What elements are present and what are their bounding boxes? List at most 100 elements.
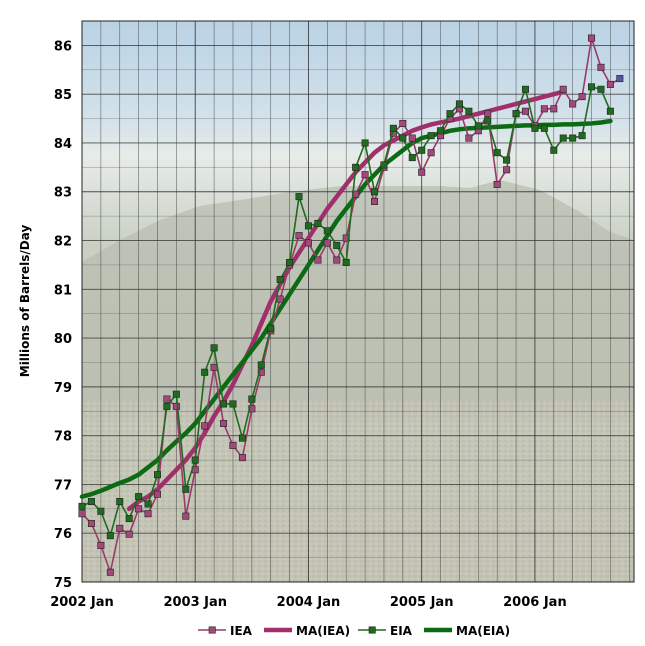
data-point-eia xyxy=(512,110,520,118)
data-point-iea xyxy=(257,368,265,376)
data-point-iea xyxy=(144,510,152,518)
data-point-eia xyxy=(210,344,218,352)
data-point-iea xyxy=(540,105,548,113)
data-point-iea xyxy=(597,63,605,71)
data-point-iea xyxy=(408,134,416,142)
data-point-iea xyxy=(238,454,246,462)
y-axis-label: Millions of Barrels/Day xyxy=(18,225,32,378)
data-point-iea xyxy=(276,295,284,303)
data-point-eia xyxy=(474,122,482,130)
data-point-eia xyxy=(135,493,143,501)
data-point-iea xyxy=(295,232,303,240)
plot-frame xyxy=(81,20,635,583)
x-tick-label: 2003 Jan xyxy=(163,595,227,610)
x-tick-label: 2005 Jan xyxy=(390,595,454,610)
data-point-eia xyxy=(446,110,454,118)
data-point-eia xyxy=(201,368,209,376)
data-point-iea xyxy=(78,510,86,518)
data-point-eia xyxy=(333,241,341,249)
data-point-eia xyxy=(550,146,558,154)
data-point-eia xyxy=(493,149,501,157)
y-tick-label: 84 xyxy=(54,137,72,152)
data-point-iea xyxy=(163,395,171,403)
data-point-iea xyxy=(125,530,133,538)
data-point-iea xyxy=(559,85,567,93)
data-point-eia xyxy=(125,515,133,523)
data-point-eia xyxy=(191,456,199,464)
data-point-eia xyxy=(248,395,256,403)
grid-lines xyxy=(81,20,634,583)
data-point-eia xyxy=(399,134,407,142)
y-tick-label: 86 xyxy=(54,39,72,54)
data-point-eia xyxy=(427,132,435,140)
data-point-iea xyxy=(87,519,95,527)
data-point-eia xyxy=(97,507,105,515)
data-point-eia xyxy=(503,156,511,164)
legend-item-ma-eia: MA(EIA) xyxy=(424,624,510,638)
data-point-eia xyxy=(465,107,473,115)
data-point-eia xyxy=(314,219,322,227)
data-point-iea xyxy=(323,239,331,247)
legend-item-ma-iea: MA(IEA) xyxy=(264,624,350,638)
data-point-eia xyxy=(540,124,548,132)
legend-marker-iea xyxy=(208,626,216,634)
y-tick-label: 83 xyxy=(54,186,72,201)
data-point-iea xyxy=(521,107,529,115)
data-point-iea xyxy=(106,568,114,576)
data-point-iea xyxy=(399,119,407,127)
data-point-iea xyxy=(493,180,501,188)
x-tick-label: 2002 Jan xyxy=(50,595,114,610)
data-point-eia xyxy=(87,498,95,506)
data-point-iea xyxy=(616,75,624,83)
data-point-eia xyxy=(182,485,190,493)
data-point-eia xyxy=(106,532,114,540)
background-photo xyxy=(82,21,634,582)
data-point-eia xyxy=(578,132,586,140)
legend-label-ma-eia: MA(EIA) xyxy=(456,624,510,638)
data-point-eia xyxy=(116,498,124,506)
y-tick-label: 82 xyxy=(54,235,72,250)
data-point-eia xyxy=(569,134,577,142)
data-point-eia xyxy=(389,124,397,132)
data-point-eia xyxy=(78,502,86,510)
legend-item-iea: IEA xyxy=(198,624,253,638)
data-point-iea xyxy=(484,110,492,118)
y-tick-label: 75 xyxy=(54,576,72,591)
data-point-iea xyxy=(578,93,586,101)
data-point-eia xyxy=(304,222,312,230)
data-point-eia xyxy=(531,124,539,132)
data-point-eia xyxy=(163,402,171,410)
data-point-iea xyxy=(371,197,379,205)
data-point-eia xyxy=(323,227,331,235)
legend-label-iea: IEA xyxy=(230,624,253,638)
x-axis-ticks: 2002 Jan 2003 Jan 2004 Jan 2005 Jan 2006 Jan xyxy=(50,595,567,610)
y-tick-label: 81 xyxy=(54,283,72,298)
data-point-iea xyxy=(606,80,614,88)
data-point-iea xyxy=(361,171,369,179)
data-point-iea xyxy=(418,168,426,176)
data-point-eia xyxy=(371,188,379,196)
data-point-eia xyxy=(418,146,426,154)
data-point-eia xyxy=(342,258,350,266)
data-point-iea xyxy=(588,34,596,42)
data-point-iea xyxy=(550,105,558,113)
data-point-iea xyxy=(304,239,312,247)
legend-label-eia: EIA xyxy=(390,624,413,638)
data-point-iea xyxy=(229,441,237,449)
legend-item-eia: EIA xyxy=(358,624,413,638)
y-tick-label: 85 xyxy=(54,88,72,103)
data-point-eia xyxy=(597,85,605,93)
y-tick-label: 80 xyxy=(54,332,72,347)
data-point-iea xyxy=(248,405,256,413)
x-tick-label: 2006 Jan xyxy=(503,595,567,610)
x-tick-label: 2004 Jan xyxy=(277,595,341,610)
data-point-iea xyxy=(220,419,228,427)
y-tick-label: 76 xyxy=(54,527,72,542)
data-point-eia xyxy=(484,117,492,125)
series-ma-eia xyxy=(79,118,613,499)
data-point-eia xyxy=(606,107,614,115)
data-point-iea xyxy=(153,490,161,498)
y-tick-label: 79 xyxy=(54,381,72,396)
data-point-eia xyxy=(220,400,228,408)
